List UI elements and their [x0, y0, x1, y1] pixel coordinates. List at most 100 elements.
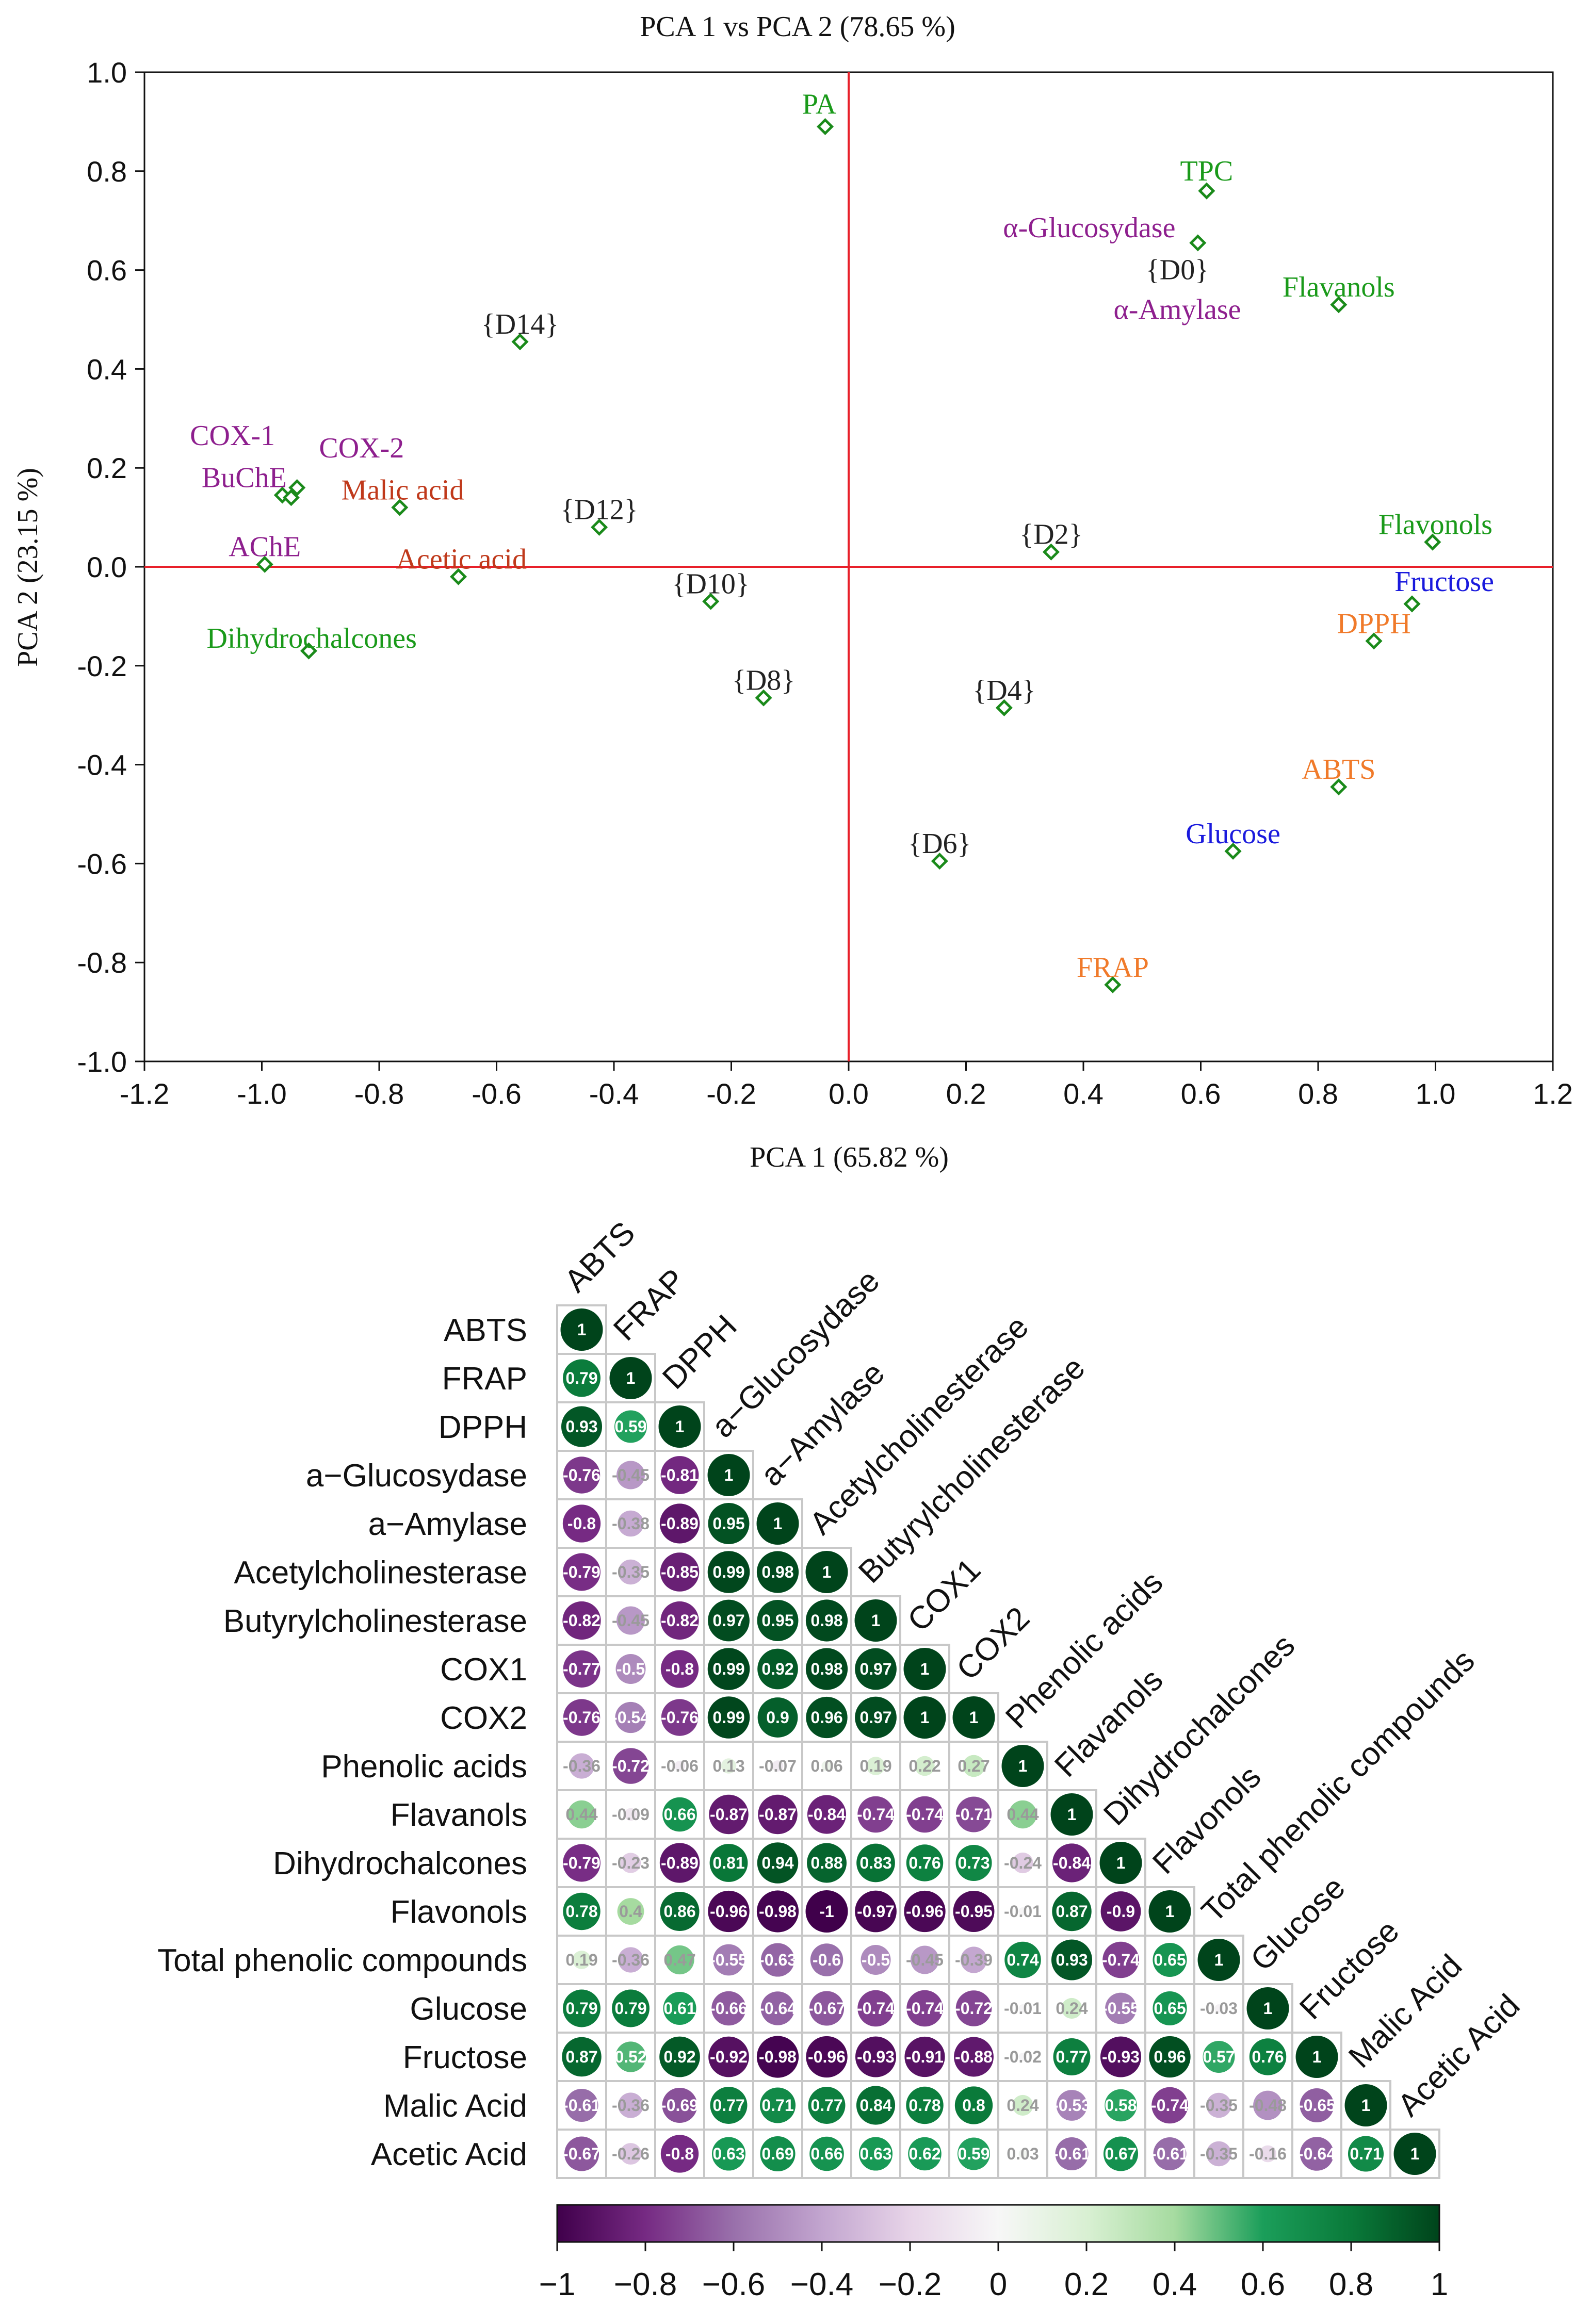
pca-x-tick-label: -0.4	[589, 1077, 639, 1110]
pca-y-tick-label: 0.2	[87, 452, 127, 484]
correlation-circle	[955, 1796, 992, 1832]
correlation-circle	[721, 1758, 737, 1774]
correlation-value: -0.8	[567, 1514, 596, 1533]
correlation-circle	[1246, 1987, 1289, 2030]
pca-point-marker	[450, 568, 467, 585]
correlation-circle	[563, 1892, 601, 1930]
correlation-circle	[616, 1606, 645, 1635]
pca-x-tick-label: 1.2	[1533, 1077, 1573, 1110]
correlation-value: -0.01	[1004, 1999, 1042, 2018]
correlation-circle	[954, 2086, 993, 2124]
correlation-circle	[953, 1891, 995, 1932]
correlation-circle	[805, 1551, 848, 1593]
correlation-value: 0.58	[1105, 2096, 1137, 2115]
correlation-value: -0.98	[759, 2048, 797, 2066]
pca-y-tick-label: -1.0	[77, 1045, 127, 1078]
pca-y-tick-label: -0.4	[77, 749, 127, 781]
colorbar-tick-label: 0.4	[1153, 2267, 1197, 2302]
correlation-value: 0.47	[663, 1951, 695, 1969]
correlation-row-label: Total phenolic compounds	[157, 1943, 527, 1978]
correlation-circle	[1151, 2087, 1188, 2124]
pca-x-tick-label: 0.0	[829, 1077, 869, 1110]
correlation-value: -0.82	[563, 1611, 601, 1630]
correlation-circle	[615, 2041, 646, 2072]
pca-point-label: COX-2	[319, 432, 404, 464]
correlation-value: 0.83	[859, 1854, 891, 1872]
correlation-value: -0.61	[1151, 2145, 1189, 2163]
correlation-value: -0.74	[857, 1805, 895, 1824]
correlation-value: -0.96	[710, 1902, 748, 1921]
correlation-value: -0.82	[661, 1611, 699, 1630]
correlation-circle	[757, 1648, 798, 1690]
correlation-row-label: Glucose	[410, 1991, 527, 2027]
correlation-circle	[1148, 1890, 1191, 1933]
pca-point-marker	[1424, 533, 1441, 551]
correlation-value: 1	[969, 1708, 979, 1727]
correlation-circle	[1001, 1745, 1044, 1787]
correlation-circle	[1214, 2004, 1223, 2012]
correlation-value: -0.91	[906, 2048, 944, 2066]
correlation-value: -0.35	[612, 1563, 650, 1581]
correlation-circle	[572, 1951, 591, 1969]
pca-point-marker	[1330, 296, 1348, 314]
correlation-circle	[620, 1853, 641, 1873]
correlation-circle	[1102, 1941, 1139, 1978]
correlation-value: 0.8	[962, 2096, 985, 2115]
pca-x-tick-label: -0.6	[472, 1077, 522, 1110]
correlation-value: 1	[1018, 1757, 1028, 1775]
correlation-circle	[561, 1406, 603, 1447]
correlation-column-label: FRAP	[607, 1262, 692, 1348]
correlation-value: -0.61	[1053, 2145, 1091, 2163]
pca-y-tick-label: -0.6	[77, 847, 127, 880]
correlation-value: -0.72	[955, 1999, 993, 2018]
correlation-value: -0.93	[1102, 2048, 1140, 2066]
correlation-value: -0.54	[612, 1708, 650, 1727]
correlation-value: 0.59	[614, 1417, 646, 1436]
correlation-circle	[707, 1454, 750, 1496]
correlation-circle	[562, 2037, 602, 2077]
correlation-value: 0.88	[810, 1854, 842, 1872]
colorbar-gradient	[556, 2204, 1440, 2243]
correlation-value: -0.76	[563, 1466, 601, 1484]
correlation-value: -0.67	[808, 1999, 846, 2018]
correlation-circle	[807, 1795, 847, 1834]
pca-y-axis-label: PCA 2 (23.15 %)	[12, 468, 44, 667]
correlation-circle	[758, 1794, 798, 1835]
colorbar-tick-label: −0.6	[702, 2267, 765, 2302]
correlation-value: -0.45	[906, 1951, 944, 1969]
correlation-value: 0.77	[1056, 2048, 1088, 2066]
colorbar-tick-label: 1	[1431, 2267, 1448, 2302]
correlation-circle	[663, 1991, 696, 2025]
correlation-cell	[1095, 1983, 1146, 2034]
correlation-circle	[903, 1696, 946, 1739]
pca-point-label: BuChE	[202, 462, 287, 494]
correlation-circle	[1203, 2041, 1235, 2073]
correlation-value: -0.61	[563, 2096, 601, 2115]
correlation-circle	[854, 1599, 897, 1642]
pca-point-marker	[591, 518, 608, 536]
correlation-value: -0.38	[612, 1514, 650, 1533]
correlation-value: 0.63	[859, 2145, 891, 2163]
pca-point-marker	[1365, 632, 1383, 650]
pca-y-tick-label: 0.0	[87, 551, 127, 583]
correlation-circle	[1061, 1998, 1082, 2019]
correlation-circle	[1206, 2092, 1231, 2118]
correlation-value: -0.77	[563, 1660, 601, 1678]
correlation-value: 0.9	[766, 1708, 789, 1727]
pca-point-label: {D8}	[732, 665, 795, 697]
correlation-value: -0.93	[857, 2048, 895, 2066]
colorbar-tick-label: −0.2	[879, 2267, 942, 2302]
correlation-column-label: COX2	[950, 1600, 1036, 1687]
correlation-row-label: Phenolic acids	[321, 1749, 527, 1785]
correlation-column-label: ABTS	[558, 1215, 642, 1299]
correlation-circle	[612, 1989, 650, 2027]
pca-point-marker	[1330, 778, 1348, 796]
correlation-value: 0.79	[565, 1369, 597, 1387]
correlation-circle	[618, 1510, 644, 1537]
correlation-value: 0.98	[761, 1563, 793, 1581]
correlation-circle	[708, 2036, 749, 2077]
correlation-circle	[757, 1600, 799, 1641]
correlation-value: 1	[626, 1369, 636, 1387]
pca-x-tick-label: 0.2	[946, 1077, 986, 1110]
correlation-value: 0.06	[810, 1757, 842, 1775]
